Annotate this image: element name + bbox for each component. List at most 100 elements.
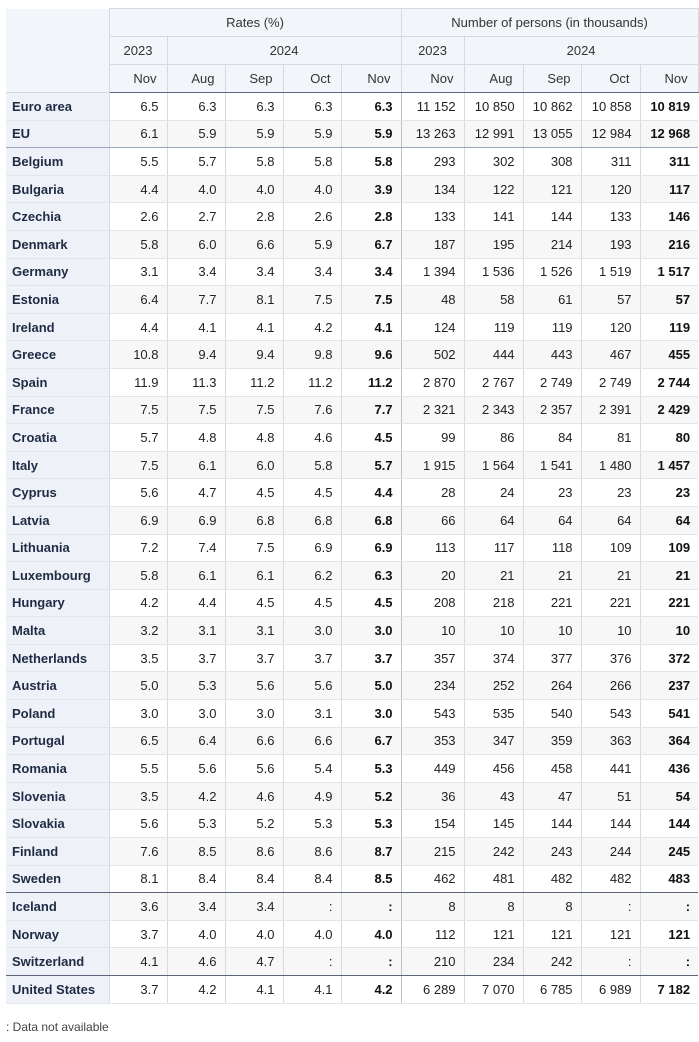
- month-header: Oct: [282, 64, 342, 93]
- rate-cell: 6.7: [340, 727, 402, 756]
- rate-cell: 11.9: [108, 368, 167, 397]
- persons-cell: 7 070: [463, 975, 524, 1004]
- rate-cell: 2.6: [282, 202, 341, 231]
- table-body: Euro area 6.5 6.3 6.3 6.3 6.3 11 152 10 850 10 8…: [6, 92, 699, 1004]
- rate-cell: 6.8: [340, 506, 402, 535]
- persons-cell: 252: [463, 671, 524, 701]
- rate-cell: 6.1: [166, 451, 225, 480]
- persons-cell: 64: [580, 506, 641, 535]
- month-header: Sep: [224, 64, 284, 93]
- persons-cell: 23: [580, 478, 641, 507]
- rate-cell: 5.9: [340, 120, 402, 149]
- persons-cell: 2 749: [522, 368, 582, 397]
- rate-cell: 6.6: [224, 230, 283, 259]
- rate-cell: 11.3: [166, 368, 225, 397]
- table-row: Spain 11.9 11.3 11.2 11.2 11.2 2 870 2 767 2 749…: [6, 368, 699, 397]
- persons-cell: 1 517: [639, 258, 699, 287]
- persons-cell: :: [580, 892, 641, 921]
- table-row: Switzerland 4.1 4.6 4.7::210 234 242::: [6, 947, 699, 976]
- rate-cell: 11.2: [340, 368, 402, 397]
- persons-cell: 502: [400, 340, 465, 369]
- persons-cell: 483: [639, 865, 699, 894]
- persons-cell: 6 785: [522, 975, 582, 1004]
- persons-cell: 2 767: [463, 368, 524, 397]
- rate-cell: 5.7: [340, 451, 402, 480]
- persons-cell: 144: [639, 809, 699, 839]
- rates-header: Rates (%): [108, 8, 402, 37]
- persons-cell: 122: [463, 175, 524, 204]
- rate-cell: 4.0: [282, 175, 341, 204]
- table-row: Slovenia 3.5 4.2 4.6 4.9 5.2 36 43 47 51 54: [6, 782, 699, 811]
- persons-cell: 455: [639, 340, 699, 369]
- rate-cell: 4.2: [282, 313, 341, 342]
- country-name: Lithuania: [6, 534, 109, 563]
- persons-cell: 187: [400, 230, 465, 259]
- country-name: Latvia: [6, 506, 109, 535]
- persons-cell: 234: [400, 671, 465, 701]
- persons-cell: 374: [463, 644, 524, 673]
- persons-cell: 543: [580, 699, 641, 728]
- rate-cell: 11.2: [282, 368, 341, 397]
- persons-cell: 541: [639, 699, 699, 728]
- rate-cell: 6.1: [224, 561, 283, 590]
- persons-cell: 21: [463, 561, 524, 590]
- table-row: Romania 5.5 5.6 5.6 5.4 5.3 449 456 458 441 436: [6, 754, 699, 783]
- persons-cell: 443: [522, 340, 582, 369]
- persons-cell: 1 564: [463, 451, 524, 480]
- persons-cell: 535: [463, 699, 524, 728]
- rate-cell: 6.6: [224, 727, 283, 756]
- rate-cell: 8.6: [224, 837, 283, 866]
- rate-cell: 3.9: [340, 175, 402, 204]
- rate-cell: 4.5: [282, 589, 341, 618]
- persons-cell: 119: [522, 313, 582, 342]
- rate-cell: 6.5: [108, 727, 167, 756]
- rate-cell: 4.0: [224, 920, 283, 949]
- rate-cell: 3.7: [108, 975, 167, 1004]
- country-name: Denmark: [6, 230, 109, 259]
- persons-cell: 1 519: [580, 258, 641, 287]
- table-row: Croatia 5.7 4.8 4.8 4.6 4.5 99 86 84 81 80: [6, 423, 699, 452]
- rate-cell: 4.4: [166, 589, 225, 618]
- rate-cell: 3.5: [108, 782, 167, 811]
- rate-cell: 8.1: [224, 285, 283, 314]
- persons-cell: 359: [522, 727, 582, 756]
- rate-cell: 4.8: [224, 423, 283, 452]
- table-row: Finland 7.6 8.5 8.6 8.6 8.7 215 242 243 244 245: [6, 837, 699, 866]
- persons-cell: 36: [400, 782, 465, 811]
- table-row: Greece 10.8 9.4 9.4 9.8 9.6 502 444 443 467 455: [6, 340, 699, 369]
- country-name: Cyprus: [6, 478, 109, 507]
- rate-cell: 3.4: [340, 258, 402, 287]
- persons-cell: 134: [400, 175, 465, 204]
- persons-cell: 543: [400, 699, 465, 728]
- persons-cell: 133: [580, 202, 641, 231]
- table-row: Belgium 5.5 5.7 5.8 5.8 5.8 293 302 308 311 311: [6, 147, 699, 176]
- rate-cell: 3.7: [282, 644, 341, 673]
- persons-cell: 195: [463, 230, 524, 259]
- rate-cell: 4.4: [340, 478, 402, 507]
- table-row: Bulgaria 4.4 4.0 4.0 4.0 3.9 134 122 121 120 117: [6, 175, 699, 204]
- country-name: Portugal: [6, 727, 109, 756]
- country-name: Luxembourg: [6, 561, 109, 590]
- rate-cell: 2.6: [108, 202, 167, 231]
- rate-cell: 7.5: [108, 451, 167, 480]
- rate-cell: 3.2: [108, 616, 167, 645]
- persons-cell: 456: [463, 754, 524, 783]
- persons-cell: 1 457: [639, 451, 699, 480]
- rate-cell: 6.4: [166, 727, 225, 756]
- rate-cell: :: [340, 892, 402, 921]
- table-row: Malta 3.2 3.1 3.1 3.0 3.0 10 10 10 10 10: [6, 616, 699, 645]
- rate-cell: 4.0: [166, 175, 225, 204]
- rate-cell: 6.3: [224, 92, 283, 121]
- rate-cell: 2.8: [340, 202, 402, 231]
- table-row: Italy 7.5 6.1 6.0 5.8 5.7 1 915 1 564 1 541 1 480…: [6, 451, 699, 480]
- persons-cell: :: [580, 947, 641, 976]
- rate-cell: 6.7: [340, 230, 402, 259]
- rate-cell: 7.5: [282, 285, 341, 314]
- persons-cell: 144: [522, 809, 582, 839]
- rate-cell: 4.0: [224, 175, 283, 204]
- rate-cell: 8.4: [224, 865, 283, 894]
- country-name: Czechia: [6, 202, 109, 231]
- persons-cell: 120: [580, 313, 641, 342]
- rate-cell: :: [282, 947, 341, 976]
- rate-cell: 6.9: [108, 506, 167, 535]
